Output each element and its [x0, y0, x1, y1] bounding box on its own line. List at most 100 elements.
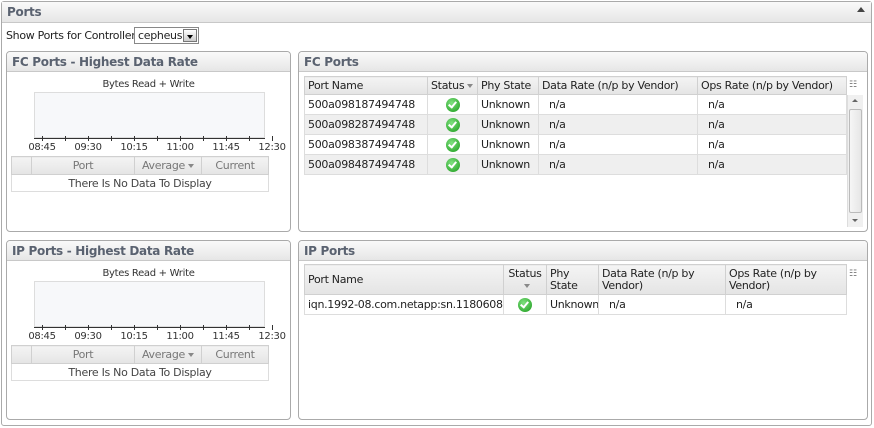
collapse-icon[interactable] — [857, 7, 865, 12]
x-axis — [34, 138, 265, 139]
column-header[interactable]: Ops Rate (n/p by Vendor) — [725, 264, 847, 295]
x-tick-label: 11:45 — [212, 331, 240, 342]
column-label: Ops Rate (n/p by Vendor) — [701, 78, 833, 92]
cell-ops-rate: n/a — [725, 294, 847, 315]
x-tick-label: 12:30 — [258, 142, 286, 153]
grid-header-blank — [11, 345, 32, 364]
x-tick-label: 11:00 — [166, 142, 194, 153]
x-tick-label: 11:45 — [212, 142, 240, 153]
empty-row: There Is No Data To Display — [11, 363, 269, 381]
x-tick-label: 09:30 — [74, 142, 102, 153]
cell-phy: Unknown — [546, 294, 599, 315]
cell-status — [503, 294, 547, 315]
cell-status — [427, 154, 478, 175]
x-tick — [111, 325, 112, 330]
x-tick — [42, 325, 43, 330]
x-tick — [180, 325, 181, 330]
column-header[interactable]: Phy State — [546, 264, 599, 295]
column-header[interactable]: Status — [427, 76, 478, 95]
x-tick — [272, 325, 273, 330]
scroll-up-icon[interactable] — [852, 99, 858, 102]
cell-phy: Unknown — [477, 114, 539, 135]
x-tick-label: 09:30 — [74, 331, 102, 342]
grid-header-average[interactable]: Average — [134, 345, 202, 364]
column-menu-icon[interactable]: ☷ — [849, 269, 857, 279]
cell-status — [427, 114, 478, 135]
column-label: Status — [508, 266, 542, 280]
x-tick — [134, 136, 135, 141]
column-header[interactable]: Port Name — [304, 264, 504, 295]
panel-title: IP Ports - Highest Data Rate — [7, 241, 290, 261]
grid-header-current[interactable]: Current — [201, 156, 269, 175]
panel-title: FC Ports — [299, 52, 867, 72]
chevron-down-icon[interactable] — [183, 29, 197, 42]
column-header[interactable]: Status — [503, 264, 547, 295]
ports-panel-header: Ports — [2, 2, 871, 23]
column-label: Port — [72, 348, 94, 361]
cell-data-rate: n/a — [538, 94, 698, 115]
grid-header-current[interactable]: Current — [201, 345, 269, 364]
x-tick — [88, 325, 89, 330]
column-header[interactable]: Data Rate (n/p by Vendor) — [538, 76, 698, 95]
scroll-down-icon[interactable] — [852, 219, 858, 222]
cell-ops-rate: n/a — [697, 134, 847, 155]
controller-select[interactable]: cepheus — [134, 27, 199, 44]
ports-table: Port Name Status Phy State Data Rate (n/p b… — [304, 264, 847, 315]
x-tick — [249, 325, 250, 330]
x-axis — [34, 327, 265, 328]
table-header-row: Port Name Status Phy State Data Rate (n/p b… — [304, 76, 847, 95]
column-menu-icon[interactable]: ☷ — [849, 80, 857, 90]
chart-plot-area — [34, 92, 265, 138]
table-header-row: Port Name Status Phy State Data Rate (n/p b… — [304, 264, 847, 295]
cell-phy: Unknown — [477, 134, 539, 155]
table-row[interactable]: 500a098387494748 Unknown n/a n/a — [304, 134, 847, 155]
x-tick-label: 08:45 — [28, 331, 56, 342]
column-header[interactable]: Port Name — [304, 76, 428, 95]
cell-status — [427, 94, 478, 115]
column-label: Average — [141, 348, 186, 361]
grid-header-port[interactable]: Port — [31, 345, 135, 364]
empty-message: There Is No Data To Display — [11, 363, 269, 381]
x-tick — [203, 136, 204, 141]
x-tick — [88, 136, 89, 141]
cell-data-rate: n/a — [538, 114, 698, 135]
cell-data-rate: n/a — [598, 294, 726, 315]
cell-ops-rate: n/a — [697, 114, 847, 135]
x-tick — [226, 325, 227, 330]
ports-table: Port Name Status Phy State Data Rate (n/p b… — [304, 76, 847, 175]
column-label: Current — [215, 348, 255, 361]
table-row[interactable]: 500a098487494748 Unknown n/a n/a — [304, 154, 847, 175]
grid-header-average[interactable]: Average — [134, 156, 202, 175]
x-tick — [226, 136, 227, 141]
cell-name: 500a098487494748 — [304, 154, 428, 175]
x-tick-label: 12:30 — [258, 331, 286, 342]
x-tick — [157, 136, 158, 141]
fc-chart-panel: FC Ports - Highest Data Rate Bytes Read +… — [6, 51, 291, 232]
scrollbar-thumb[interactable] — [849, 109, 862, 213]
table-row[interactable]: 500a098287494748 Unknown n/a n/a — [304, 114, 847, 135]
grid-header-port[interactable]: Port — [31, 156, 135, 175]
cell-status — [427, 134, 478, 155]
vertical-scrollbar[interactable] — [847, 95, 863, 227]
x-tick — [203, 325, 204, 330]
chart-title: Bytes Read + Write — [102, 268, 195, 279]
column-label: Ops Rate (n/p by Vendor) — [729, 266, 817, 292]
cell-data-rate: n/a — [538, 154, 698, 175]
table-row[interactable]: iqn.1992-08.com.netapp:sn.118060807 Unkno… — [304, 294, 847, 315]
sort-desc-icon — [188, 164, 195, 168]
panel-title: FC Ports - Highest Data Rate — [7, 52, 290, 72]
x-tick — [249, 136, 250, 141]
ip-ports-panel: IP Ports Port Name Status Phy State Data Rat… — [298, 240, 868, 420]
column-header[interactable]: Data Rate (n/p by Vendor) — [598, 264, 726, 295]
x-tick — [65, 325, 66, 330]
column-label: Status — [431, 78, 465, 92]
ip-chart-panel: IP Ports - Highest Data Rate Bytes Read +… — [6, 240, 291, 420]
grid-header-blank — [11, 156, 32, 175]
cell-name: 500a098187494748 — [304, 94, 428, 115]
panel-title: Ports — [7, 5, 42, 19]
column-header[interactable]: Ops Rate (n/p by Vendor) — [697, 76, 847, 95]
x-tick-label: 11:00 — [166, 331, 194, 342]
column-header[interactable]: Phy State — [477, 76, 539, 95]
table-row[interactable]: 500a098187494748 Unknown n/a n/a — [304, 94, 847, 115]
x-tick — [65, 136, 66, 141]
